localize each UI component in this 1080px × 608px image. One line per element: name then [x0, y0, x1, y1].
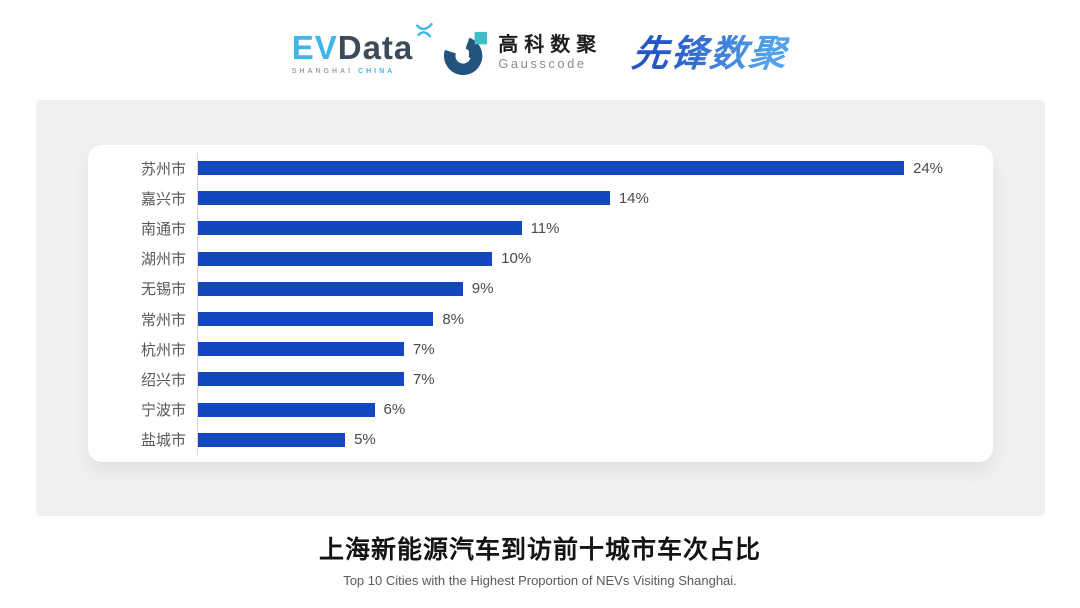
bar-row: 绍兴市 7%: [88, 364, 993, 395]
bar-track: 7%: [197, 364, 993, 395]
bar: [198, 432, 346, 447]
category-label: 苏州市: [140, 160, 186, 178]
category-label: 宁波市: [140, 402, 186, 420]
value-label: 11%: [530, 219, 560, 237]
bar-track: 14%: [197, 183, 993, 214]
value-label: 9%: [471, 280, 494, 298]
bar-row: 宁波市 6%: [88, 394, 993, 425]
value-label: 8%: [442, 310, 465, 328]
bar-track: 24%: [197, 153, 993, 184]
sparkle-x-icon: [416, 23, 433, 38]
evdata-tagline: SHANGHAI CHINA: [292, 68, 395, 75]
chart-panel: 苏州市 24% 嘉兴市 14% 南通市 11% 湖州市 10% 无锡市 9% 常州市 8% 杭州市 7% 绍…: [36, 100, 1045, 516]
bar: [198, 402, 375, 417]
value-label: 7%: [412, 340, 435, 358]
evdata-tagline-shanghai: SHANGHAI: [291, 68, 354, 75]
bar-track: 8%: [197, 303, 993, 335]
bar-row: 无锡市 9%: [88, 273, 993, 304]
value-label: 10%: [501, 250, 532, 268]
chart-title: 上海新能源汽车到访前十城市车次占比: [318, 536, 761, 564]
bar-track: 9%: [197, 273, 993, 304]
bar-track: 10%: [197, 243, 993, 274]
bar-row: 杭州市 7%: [88, 334, 993, 365]
bar: [198, 312, 434, 327]
bar: [198, 191, 610, 206]
gausscode-logo: 高科数聚 Gausscode: [443, 30, 602, 76]
chart-subtitle: Top 10 Cities with the Highest Proportio…: [343, 573, 737, 588]
category-label: 绍兴市: [140, 371, 186, 389]
bar-chart: 苏州市 24% 嘉兴市 14% 南通市 11% 湖州市 10% 无锡市 9% 常州市 8% 杭州市 7% 绍…: [88, 153, 993, 455]
evdata-data-text: Data: [337, 29, 414, 66]
bar-row: 湖州市 10%: [88, 243, 993, 274]
category-label: 嘉兴市: [140, 190, 186, 208]
evdata-ev-text: EV: [291, 29, 338, 66]
value-label: 6%: [383, 401, 406, 419]
evdata-logo: EVData SHANGHAI CHINA: [291, 23, 433, 75]
value-label: 5%: [354, 431, 376, 449]
gausscode-g-icon: [444, 31, 488, 76]
gausscode-english-name: Gausscode: [498, 56, 587, 72]
category-label: 无锡市: [140, 281, 186, 299]
bar-track: 5%: [197, 424, 993, 455]
bar-row: 盐城市 5%: [88, 424, 993, 455]
bar-track: 6%: [197, 394, 993, 425]
category-label: 湖州市: [140, 251, 186, 269]
category-label: 盐城市: [140, 432, 186, 450]
value-label: 24%: [913, 159, 944, 177]
bar-track: 11%: [197, 213, 993, 244]
bar-track: 7%: [197, 334, 993, 365]
bar: [198, 372, 404, 387]
evdata-wordmark: EVData: [291, 23, 433, 66]
category-label: 常州市: [140, 311, 186, 329]
value-label: 7%: [412, 370, 435, 388]
value-label: 14%: [618, 189, 649, 207]
gausscode-wordmark: 高科数聚 Gausscode: [498, 35, 602, 71]
bar: [198, 342, 404, 357]
chart-card: 苏州市 24% 嘉兴市 14% 南通市 11% 湖州市 10% 无锡市 9% 常州市 8% 杭州市 7% 绍…: [88, 145, 993, 462]
logo-bar: EVData SHANGHAI CHINA 高科数聚 Gausscode 先锋数…: [0, 22, 1080, 84]
bar-row: 南通市 11%: [88, 213, 993, 244]
caption-block: 上海新能源汽车到访前十城市车次占比 Top 10 Cities with the…: [0, 530, 1080, 588]
gausscode-chinese-name: 高科数聚: [498, 34, 603, 57]
bar: [198, 161, 904, 176]
evdata-tagline-china: CHINA: [358, 68, 396, 75]
bar-row: 苏州市 24%: [88, 153, 993, 184]
category-label: 南通市: [140, 220, 186, 238]
bar-row: 嘉兴市 14%: [88, 183, 993, 214]
bar: [198, 281, 463, 296]
bar: [198, 251, 493, 266]
bar-row: 常州市 8%: [88, 303, 993, 335]
bar: [198, 221, 522, 236]
category-label: 杭州市: [140, 341, 186, 359]
xianfeng-logo: 先锋数聚: [630, 32, 791, 74]
